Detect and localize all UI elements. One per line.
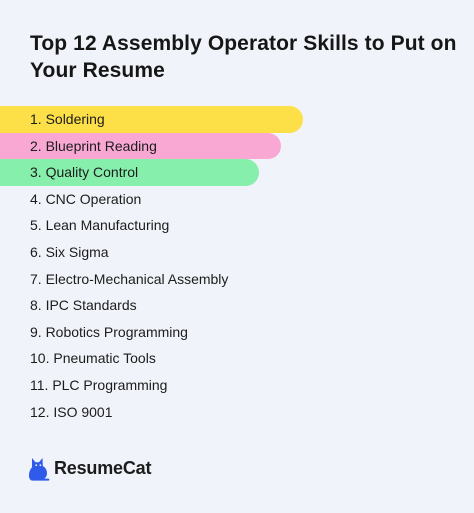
highlight-bar xyxy=(0,106,303,133)
page-title: Top 12 Assembly Operator Skills to Put o… xyxy=(30,32,457,82)
list-item: 5. Lean Manufacturing xyxy=(0,212,474,239)
list-item: 4. CNC Operation xyxy=(0,186,474,213)
list-item: 6. Six Sigma xyxy=(0,239,474,266)
skill-label: 10. Pneumatic Tools xyxy=(30,350,156,367)
highlight-bar xyxy=(0,132,281,160)
skill-label: 7. Electro-Mechanical Assembly xyxy=(30,270,229,287)
skill-label: 5. Lean Manufacturing xyxy=(30,217,170,234)
list-item: 2. Blueprint Reading xyxy=(0,132,474,160)
skill-label: 1. Soldering xyxy=(30,111,105,127)
cat-icon-shape xyxy=(29,458,50,481)
brand-logo[interactable]: ResumeCat xyxy=(28,454,151,482)
skill-label: 6. Six Sigma xyxy=(30,243,109,260)
list-item: 1. Soldering xyxy=(0,106,474,133)
skill-label: 3. Quality Control xyxy=(30,164,139,181)
list-item: 3. Quality Control xyxy=(0,159,474,186)
list-item: 9. Robotics Programming xyxy=(0,319,474,346)
cat-icon xyxy=(29,458,50,481)
skill-label: 4. CNC Operation xyxy=(30,190,142,207)
skill-label: 8. IPC Standards xyxy=(30,297,137,314)
skill-label: 9. Robotics Programming xyxy=(30,323,188,340)
list-item: 8. IPC Standards xyxy=(0,292,474,319)
list-item: 12. ISO 9001 xyxy=(0,399,474,426)
skill-label: 12. ISO 9001 xyxy=(30,403,113,420)
highlight-bar xyxy=(0,159,259,186)
skills-list: 1. Soldering 2. Blueprint Reading 3. Qua… xyxy=(0,106,474,425)
brand-name: ResumeCat xyxy=(54,457,152,478)
skill-label: 11. PLC Programming xyxy=(30,376,168,393)
list-item: 11. PLC Programming xyxy=(0,372,474,399)
list-item: 7. Electro-Mechanical Assembly xyxy=(0,266,474,293)
list-item: 10. Pneumatic Tools xyxy=(0,345,474,372)
skill-label: 2. Blueprint Reading xyxy=(30,137,157,154)
